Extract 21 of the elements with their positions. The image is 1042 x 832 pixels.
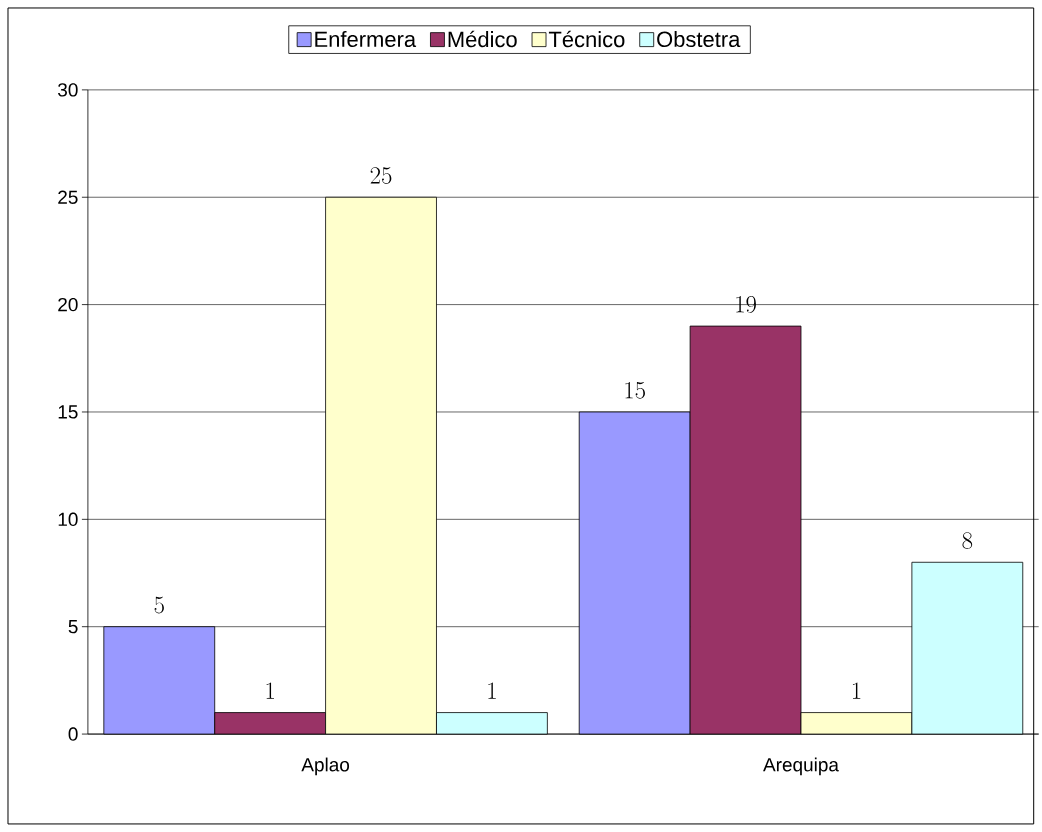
data-label: 1 [488,682,496,699]
y-tick-label: 20 [58,297,78,312]
legend-label: Médico [448,30,517,48]
y-tick-label: 0 [68,727,78,741]
data-label: 25 [370,167,392,184]
data-label: 5 [154,596,164,614]
y-tick-label: 30 [58,83,78,97]
legend-label: Enfermera [315,30,417,48]
data-label: 8 [962,532,973,549]
data-label: 19 [736,296,756,313]
legend-label: Obstetra [657,30,741,48]
legend-label: Técnico [548,30,625,48]
y-tick-label: 10 [58,512,78,527]
data-label: 1 [852,682,861,699]
y-tick-label: 5 [68,620,78,634]
data-label: 15 [625,381,645,399]
y-tick-label: 15 [58,405,78,419]
y-tick-label: 25 [58,190,78,204]
data-label: 1 [266,682,274,699]
x-tick-label: Aplao [301,757,350,776]
x-tick-label: Arequipa [763,757,839,776]
